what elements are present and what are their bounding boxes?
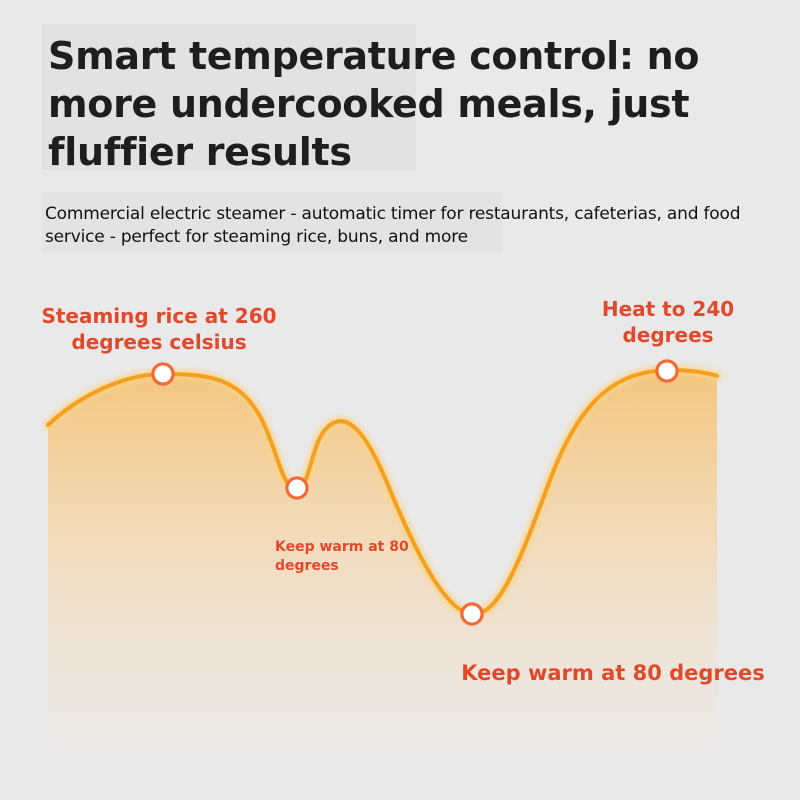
annotation-keep-warm-large: Keep warm at 80 degrees: [461, 661, 765, 685]
subheadline-background: [42, 192, 502, 252]
marker-heat: [655, 359, 679, 383]
headline-background: [42, 24, 416, 170]
annotation-steaming: Steaming rice at 260 degrees celsius: [41, 304, 277, 354]
subheadline: Commercial electric steamer - automatic …: [45, 204, 741, 247]
annotation-heat: Heat to 240 degrees: [601, 297, 735, 347]
marker-keep-warm-large: [460, 602, 484, 626]
marker-keep-warm-small: [285, 476, 309, 500]
temperature-area-fill: [48, 370, 717, 740]
marker-steaming: [151, 362, 175, 386]
temperature-curve-line: [46, 367, 719, 617]
headline: Smart temperature control: no more under…: [48, 34, 700, 174]
annotation-keep-warm-small: Keep warm at 80 degrees: [275, 539, 409, 574]
